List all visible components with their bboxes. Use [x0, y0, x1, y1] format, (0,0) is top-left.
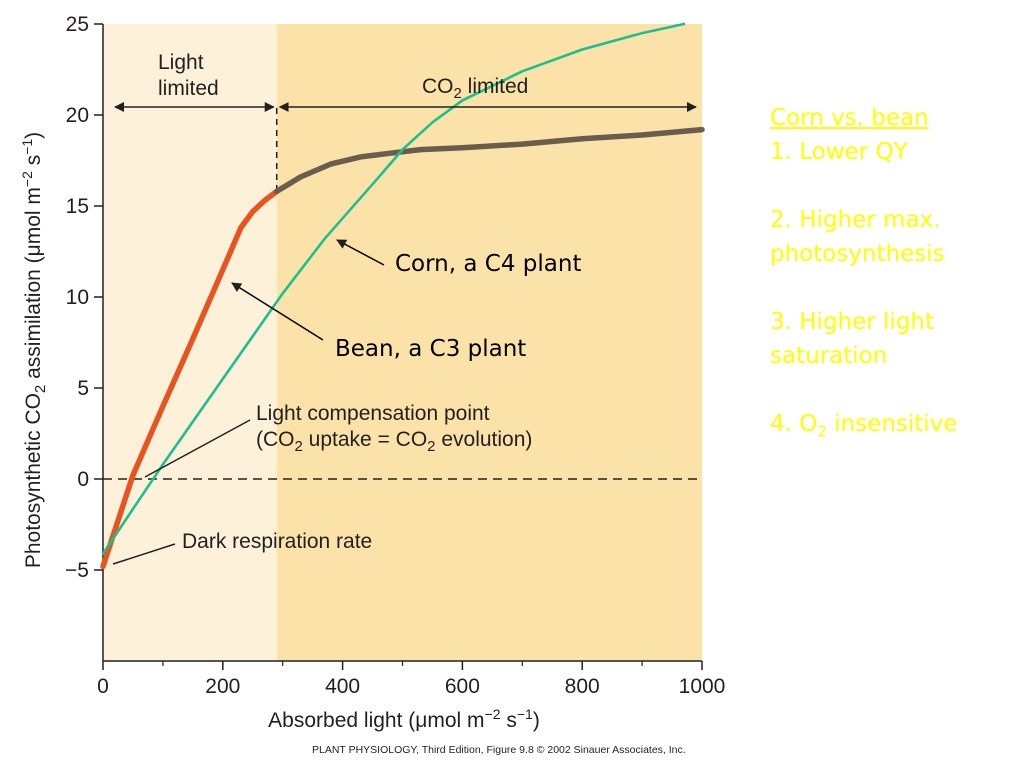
dark-respiration-label: Dark respiration rate: [182, 530, 372, 553]
x-tick-label: 800: [565, 675, 600, 698]
comparison-notes: Corn vs. bean 1. Lower QY 2. Higher max.…: [770, 101, 1020, 441]
notes-spacer: [770, 373, 1020, 407]
corn-line: [101, 22, 686, 555]
y-tick-label: 5: [77, 377, 89, 400]
compensation-leader-line: [144, 419, 251, 478]
region-co2-limited: [276, 24, 702, 661]
corn-label: Corn, a C4 plant: [395, 251, 581, 277]
series-lines: [100, 22, 705, 570]
y-tick-label: −5: [65, 559, 89, 582]
note-o2-insensitive: 4. O2 insensitive: [770, 411, 958, 441]
note-higher-max-line2: photosynthesis: [770, 241, 945, 267]
note-light-saturation-line2: saturation: [770, 343, 888, 369]
y-tick-label: 10: [66, 286, 89, 309]
region-label-co2: CO2 limited: [422, 75, 528, 102]
notes-spacer: [770, 271, 1020, 305]
x-tick-label: 1000: [679, 675, 726, 698]
note-light-saturation-line1: 3. Higher light: [770, 309, 935, 335]
x-tick-label: 0: [97, 675, 109, 698]
figure-credit: PLANT PHYSIOLOGY, Third Edition, Figure …: [312, 744, 686, 756]
light-compensation-sublabel: (CO2 uptake = CO2 evolution): [256, 428, 532, 455]
x-tick-label: 200: [205, 675, 240, 698]
x-tick-label: 400: [325, 675, 360, 698]
notes-spacer: [770, 169, 1020, 203]
bean-light-limited-line: [100, 188, 280, 570]
x-tick-label: 600: [445, 675, 480, 698]
y-tick-label: 15: [66, 195, 89, 218]
y-axis-ticks: −5 0 5 10 15 20 25: [65, 13, 103, 582]
bean-label: Bean, a C3 plant: [335, 336, 526, 362]
x-axis-ticks: 0 200 400 600 800 1000: [97, 661, 725, 698]
notes-heading: Corn vs. bean: [770, 105, 929, 131]
note-lower-qy: 1. Lower QY: [770, 139, 908, 165]
y-tick-label: 25: [66, 13, 89, 36]
y-tick-label: 20: [66, 104, 89, 127]
region-label-light: Light limited: [158, 51, 219, 100]
x-axis-title: Absorbed light (μmol m−2 s−1): [268, 706, 540, 732]
note-higher-max-line1: 2. Higher max.: [770, 207, 941, 233]
corn-leader-line: [336, 239, 385, 266]
y-tick-label: 0: [77, 468, 89, 491]
y-axis-title: Photosynthetic CO2 assimilation (μmol m−…: [19, 132, 49, 568]
bean-leader-line: [231, 282, 324, 341]
light-compensation-label: Light compensation point: [256, 402, 490, 425]
bean-co2-limited-line: [273, 126, 705, 195]
dark-respiration-leader-line: [112, 543, 176, 565]
